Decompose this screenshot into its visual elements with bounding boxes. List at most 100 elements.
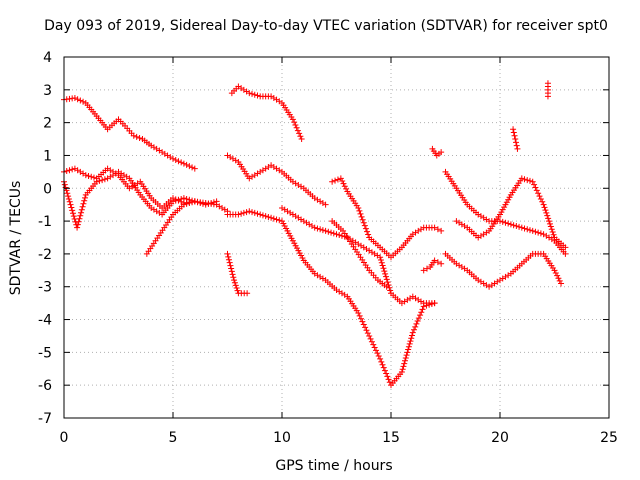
data-point-fill: [521, 176, 528, 183]
data-point-fill: [210, 199, 217, 206]
data-point: [512, 136, 519, 143]
data-point-fill: [183, 161, 190, 168]
data-point-fill: [379, 361, 386, 368]
series-arc-17: [510, 126, 521, 152]
data-point: [231, 277, 238, 284]
data-point-fill: [231, 279, 238, 286]
data-point-fill: [208, 200, 215, 207]
data-point-fill: [225, 253, 232, 260]
data-point-fill: [276, 217, 283, 224]
chart-title: Day 093 of 2019, Sidereal Day-to-day VTE…: [44, 18, 608, 34]
data-point-fill: [80, 98, 87, 105]
data-point-fill: [360, 219, 367, 226]
data-point-fill: [537, 230, 544, 237]
data-point: [420, 267, 427, 274]
data-point: [322, 201, 329, 208]
data-point-fill: [356, 207, 363, 214]
data-point-fill: [90, 174, 97, 181]
data-point-fill: [343, 185, 350, 192]
data-point: [82, 172, 89, 179]
data-point-fill: [379, 262, 386, 269]
data-point-fill: [265, 213, 272, 220]
data-point: [322, 227, 329, 234]
y-tick-label: -3: [38, 280, 52, 296]
y-tick-label: 2: [43, 116, 52, 132]
data-point-fill: [82, 194, 89, 201]
data-point-fill: [414, 318, 421, 325]
data-point: [71, 95, 78, 102]
data-point-fill: [317, 226, 324, 233]
data-point-fill: [186, 163, 193, 170]
data-point-fill: [199, 200, 206, 207]
data-point-fill: [365, 231, 372, 238]
data-point: [438, 260, 445, 267]
data-point-fill: [543, 209, 550, 216]
data-point-fill: [81, 197, 88, 204]
data-point: [170, 155, 176, 162]
data-point-fill: [415, 315, 422, 322]
data-point: [377, 254, 384, 261]
data-point: [337, 175, 344, 182]
data-point-fill: [550, 231, 557, 238]
series-arc-9: [279, 204, 438, 307]
x-tick-label: 5: [169, 430, 178, 446]
data-point-fill: [270, 215, 277, 222]
data-point-fill: [408, 335, 415, 342]
series-arc-18: [544, 80, 551, 100]
data-point-fill: [357, 210, 364, 217]
data-point-fill: [377, 256, 384, 263]
data-point-fill: [340, 180, 347, 187]
y-tick-label: 4: [43, 50, 52, 66]
data-point-fill: [175, 196, 182, 203]
data-point-fill: [387, 287, 394, 294]
data-point-fill: [69, 207, 76, 214]
data-point-fill: [405, 343, 412, 350]
data-point-fill: [356, 312, 363, 319]
data-point-fill: [510, 129, 517, 136]
data-point-fill: [101, 176, 108, 183]
data-point-fill: [403, 352, 410, 359]
series-arc-2: [61, 165, 231, 215]
data-point-fill: [536, 193, 543, 200]
data-point: [224, 250, 231, 257]
series-arc-7: [224, 250, 251, 297]
data-point: [333, 231, 340, 238]
data-point-fill: [505, 220, 512, 227]
data-point-fill: [194, 199, 201, 206]
data-point-fill: [399, 366, 406, 373]
data-point-fill: [175, 158, 182, 165]
y-tick-label: 3: [43, 83, 52, 99]
data-point: [431, 224, 438, 231]
data-point: [551, 267, 558, 274]
data-point: [355, 204, 362, 211]
data-point-fill: [291, 119, 298, 126]
data-point-fill: [511, 132, 518, 139]
data-point: [398, 369, 405, 376]
data-point: [544, 93, 551, 100]
data-point-fill: [407, 338, 414, 345]
data-point: [191, 165, 198, 172]
data-point-fill: [66, 167, 73, 174]
data-point: [246, 90, 253, 97]
data-point-fill: [544, 212, 551, 219]
data-point-fill: [249, 90, 256, 97]
data-point-fill: [64, 190, 71, 197]
data-point-fill: [423, 265, 430, 272]
data-point-fill: [384, 373, 391, 380]
data-point-fill: [273, 216, 280, 223]
data-point-fill: [68, 204, 75, 211]
data-point-fill: [368, 338, 375, 345]
data-point: [409, 329, 416, 336]
data-point-fill: [378, 358, 385, 365]
data-point-fill: [362, 324, 369, 331]
data-point: [558, 280, 565, 287]
data-point-fill: [434, 259, 441, 266]
data-point-fill: [334, 176, 341, 183]
data-point-fill: [74, 221, 81, 228]
data-point-fill: [386, 379, 393, 386]
data-point: [438, 227, 445, 234]
data-point-fill: [294, 127, 301, 134]
data-point-fill: [233, 285, 240, 292]
grid-lines: [64, 57, 609, 418]
y-tick-label: -6: [38, 378, 52, 394]
